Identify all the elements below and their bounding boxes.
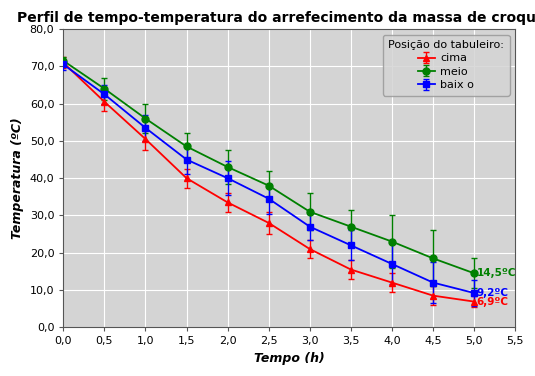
Legend: cima, meio, baix o: cima, meio, baix o <box>383 35 509 96</box>
Text: 9,2ºC: 9,2ºC <box>477 288 509 298</box>
Y-axis label: Temperatura (ºC): Temperatura (ºC) <box>11 117 24 239</box>
X-axis label: Tempo (h): Tempo (h) <box>254 352 325 365</box>
Title: Perfil de tempo-temperatura do arrefecimento da massa de croquete: Perfil de tempo-temperatura do arrefecim… <box>17 11 535 25</box>
Text: 14,5ºC: 14,5ºC <box>477 268 516 278</box>
Text: 6,9ºC: 6,9ºC <box>477 297 509 306</box>
